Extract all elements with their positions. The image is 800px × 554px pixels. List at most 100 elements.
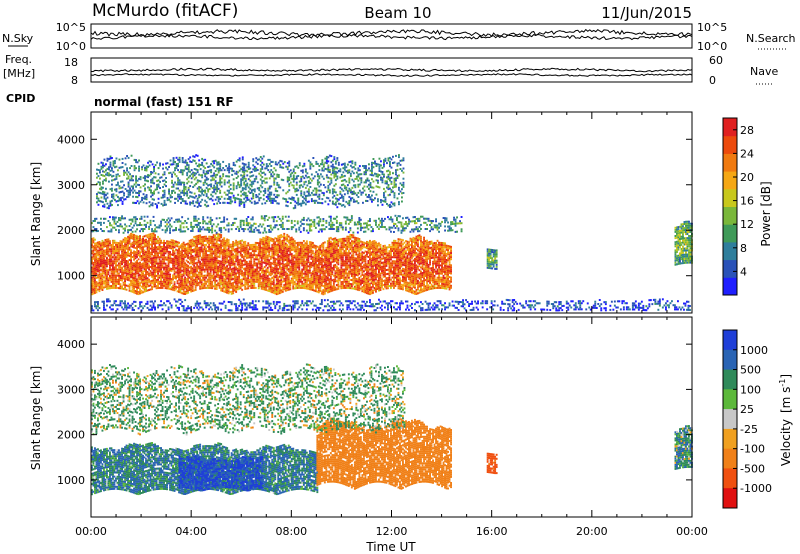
echo-cell (112, 260, 114, 263)
echo-cell (169, 257, 171, 260)
echo-cell (199, 277, 202, 280)
echo-cell (152, 263, 155, 266)
echo-cell (146, 260, 149, 263)
echo-cell (119, 287, 122, 290)
echo-cell (184, 247, 187, 250)
echo-cell (184, 256, 187, 259)
echo-cell (146, 248, 149, 251)
echo-cell (203, 284, 206, 287)
echo-cell (152, 285, 155, 288)
echo-cell (158, 268, 161, 271)
echo-cell (182, 268, 185, 271)
echo-cell (337, 267, 340, 270)
echo-cell (92, 290, 95, 293)
echo-cell (145, 288, 147, 290)
echo-cell (140, 273, 143, 276)
echo-cell (176, 271, 179, 274)
echo-cell (133, 238, 135, 241)
echo-cell (95, 287, 98, 290)
echo-cell (121, 269, 123, 272)
echo-cell (101, 282, 104, 285)
echo-cell (167, 283, 170, 286)
echo-cell (170, 261, 173, 264)
echo-cell (139, 255, 141, 258)
echo-cell (130, 235, 132, 237)
echo-cell (106, 242, 108, 245)
echo-cell (113, 245, 116, 248)
echo-cell (121, 252, 123, 255)
echo-cell (124, 269, 126, 272)
echo-cell (113, 278, 116, 281)
echo-cell (160, 274, 162, 277)
echo-cell (179, 275, 182, 278)
echo-cell (94, 283, 96, 286)
echo-cell (98, 263, 101, 266)
echo-cell (205, 252, 208, 255)
echo-cell (100, 265, 102, 267)
echo-cell (157, 239, 159, 242)
echo-cell (91, 278, 93, 281)
echo-cell (229, 266, 232, 269)
echo-cell (128, 254, 131, 257)
echo-cell (122, 273, 125, 276)
echo-cell (140, 240, 143, 243)
echo-cell (175, 240, 177, 243)
echo-cell (179, 260, 182, 263)
echo-cell (301, 280, 304, 283)
echo-cell (154, 269, 156, 271)
echo-cell (149, 272, 152, 275)
echo-cell (253, 260, 256, 263)
echo-cell (154, 236, 156, 239)
echo-cell (181, 275, 184, 278)
echo-cell (166, 281, 168, 284)
echo-cell (146, 240, 149, 243)
echo-cell (118, 264, 120, 267)
echo-cell (106, 271, 108, 274)
echo-cell (179, 264, 182, 267)
echo-cell (92, 251, 95, 254)
nave-label: Nave (750, 65, 778, 78)
echo-cell (91, 289, 93, 292)
echo-cell (178, 241, 180, 244)
echo-cell (121, 273, 123, 276)
echo-cell (127, 260, 129, 263)
echo-cell (167, 263, 170, 265)
echo-cell (100, 263, 102, 265)
echo-cell (172, 243, 174, 246)
echo-cell (101, 278, 104, 281)
echo-cell (175, 271, 177, 274)
echo-cell (131, 241, 134, 244)
echo-cell (112, 248, 114, 250)
echo-cell (182, 266, 185, 269)
echo-cell (163, 252, 165, 255)
echo-cell (414, 284, 416, 287)
echo-cell (161, 245, 164, 248)
echo-cell (92, 239, 95, 242)
echo-cell (100, 252, 102, 255)
echo-cell (145, 285, 147, 288)
echo-cell (95, 281, 98, 284)
echo-cell (92, 237, 95, 240)
echo-cell (148, 272, 150, 275)
echo-cell (143, 264, 146, 266)
echo-cell (301, 241, 304, 244)
echo-cell (107, 258, 110, 261)
echo-cell (157, 268, 159, 271)
echo-cell (179, 254, 182, 257)
echo-cell (133, 268, 135, 271)
echo-cell (110, 252, 113, 255)
echo-cell (118, 258, 120, 261)
echo-cell (154, 238, 156, 241)
echo-cell (175, 248, 177, 251)
echo-cell (143, 274, 146, 277)
echo-cell (134, 236, 137, 239)
echo-cell (160, 278, 162, 281)
echo-cell (181, 253, 184, 256)
echo-cell (95, 277, 98, 279)
echo-cell (91, 293, 93, 296)
echo-cell (154, 254, 156, 257)
echo-cell (94, 259, 96, 262)
echo-cell (97, 241, 99, 244)
echo-cell (97, 282, 99, 285)
echo-cell (289, 288, 292, 291)
